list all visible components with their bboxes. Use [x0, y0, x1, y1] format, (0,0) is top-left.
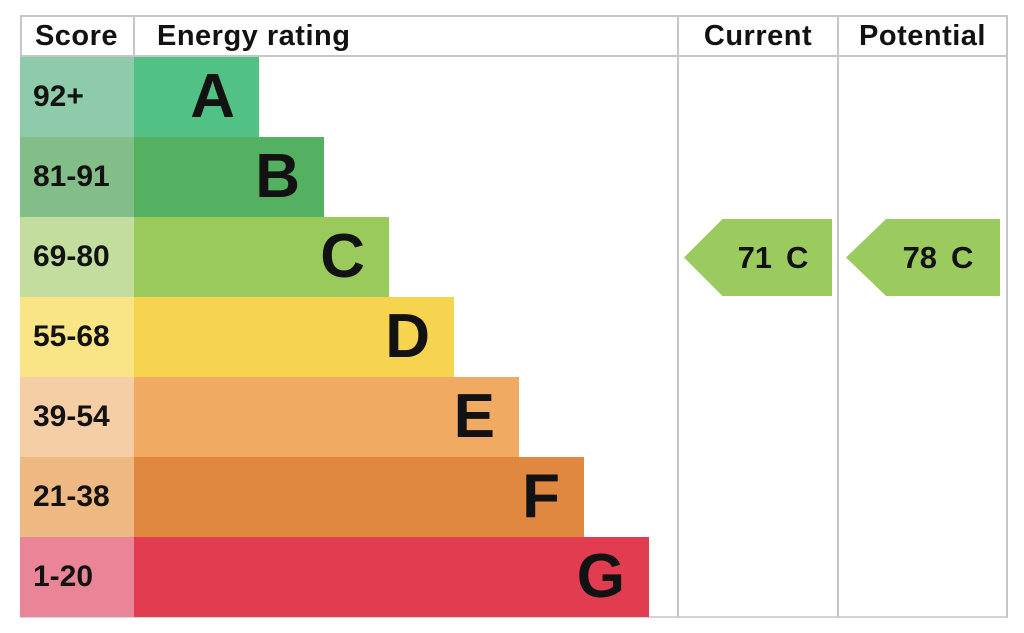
band-bar-c: C — [134, 217, 389, 297]
score-range-a: 92+ — [20, 57, 134, 137]
header-score: Score — [34, 19, 119, 52]
band-row-b: 81-91 B — [20, 137, 1024, 217]
grid-line-left — [20, 15, 22, 57]
header-current: Current — [703, 19, 813, 52]
current-rating-value: 71 — [737, 239, 773, 275]
band-bar-a: A — [134, 57, 259, 137]
band-row-e: 39-54 E — [20, 377, 1024, 457]
grid-line-right — [1006, 15, 1008, 618]
score-range-d: 55-68 — [20, 297, 134, 377]
grid-line-current-divider — [677, 15, 679, 618]
score-range-g: 1-20 — [20, 537, 134, 617]
band-bar-f: F — [134, 457, 584, 537]
potential-rating-value: 78 — [902, 239, 938, 275]
band-row-d: 55-68 D — [20, 297, 1024, 377]
score-range-c: 69-80 — [20, 217, 134, 297]
score-range-f: 21-38 — [20, 457, 134, 537]
header-energy-rating: Energy rating — [157, 19, 351, 52]
band-bar-e: E — [134, 377, 519, 457]
score-range-b: 81-91 — [20, 137, 134, 217]
band-bar-d: D — [134, 297, 454, 377]
current-rating-letter: C — [786, 239, 809, 275]
grid-line-header-bottom — [20, 55, 1008, 57]
band-row-f: 21-38 F — [20, 457, 1024, 537]
band-bar-b: B — [134, 137, 324, 217]
score-range-e: 39-54 — [20, 377, 134, 457]
potential-rating-letter: C — [951, 239, 974, 275]
rating-bands: 92+ A 81-91 B 69-80 C 55-68 D 39-54 E 21-38 F 1-20 G — [20, 57, 1024, 617]
grid-line-bottom — [20, 616, 1008, 618]
band-row-a: 92+ A — [20, 57, 1024, 137]
grid-line-potential-divider — [837, 15, 839, 618]
band-row-g: 1-20 G — [20, 537, 1024, 617]
header-potential: Potential — [859, 19, 986, 52]
grid-line-score-divider — [133, 15, 135, 57]
band-bar-g: G — [134, 537, 649, 617]
band-row-c: 69-80 C — [20, 217, 1024, 297]
grid-line-top — [20, 15, 1008, 17]
